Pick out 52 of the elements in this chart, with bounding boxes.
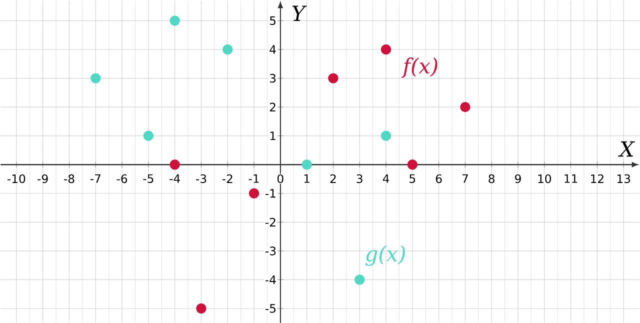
- series-label: f(x): [401, 57, 438, 78]
- x-tick-label: -10: [8, 174, 26, 183]
- x-tick-label: -7: [90, 174, 100, 183]
- y-tick-label: -4: [265, 275, 276, 284]
- point: [354, 274, 365, 285]
- x-tick-label: -3: [196, 174, 206, 183]
- point: [328, 72, 338, 84]
- x-tick-label: -1: [248, 174, 259, 183]
- x-tick-label: 12: [591, 174, 604, 183]
- x-tick-label: -4: [170, 174, 180, 183]
- point: [196, 303, 206, 314]
- point: [302, 159, 312, 170]
- x-tick-label: -6: [116, 174, 128, 183]
- point: [248, 188, 260, 198]
- x-tick-label: 11: [564, 174, 578, 183]
- y-tick-label: 2: [270, 102, 276, 112]
- series-label: g(x): [365, 245, 405, 266]
- x-axis-title: X: [618, 141, 635, 156]
- y-tick-label: -2: [265, 218, 276, 226]
- x-tick-label: 10: [538, 174, 552, 183]
- x-tick-label: -9: [38, 174, 48, 183]
- point: [460, 102, 470, 112]
- point: [407, 159, 418, 170]
- y-tick-label: -5: [265, 304, 276, 313]
- point: [90, 72, 101, 84]
- x-tick-label: 2: [330, 174, 336, 183]
- y-tick-label: -1: [265, 188, 276, 198]
- x-tick-label: 8: [488, 174, 494, 183]
- y-tick-label: -3: [265, 246, 276, 256]
- x-tick-label: 6: [436, 174, 442, 183]
- y-tick-label: 4: [270, 45, 276, 54]
- x-tick-label: 3: [356, 174, 362, 183]
- x-tick-label: -8: [64, 174, 74, 183]
- y-tick-label: 5: [270, 16, 276, 25]
- point: [170, 15, 180, 26]
- point: [143, 130, 154, 141]
- x-tick-label: 5: [410, 174, 416, 183]
- x-tick-label: 9: [515, 174, 521, 183]
- x-tick-label: -2: [222, 174, 232, 183]
- x-tick-label: -5: [143, 174, 154, 183]
- point: [222, 44, 233, 54]
- x-tick-label: 13: [617, 174, 630, 183]
- y-axis-title: Y: [292, 5, 307, 21]
- x-tick-label: 7: [462, 174, 468, 183]
- x-tick-label: 1: [304, 174, 310, 183]
- point: [170, 159, 180, 170]
- x-tick-label: 0: [277, 174, 284, 183]
- point: [380, 130, 392, 141]
- x-tick-label: 4: [382, 174, 390, 183]
- y-tick-label: 3: [270, 74, 276, 82]
- y-tick-label: 1: [270, 131, 276, 140]
- point: [380, 44, 392, 54]
